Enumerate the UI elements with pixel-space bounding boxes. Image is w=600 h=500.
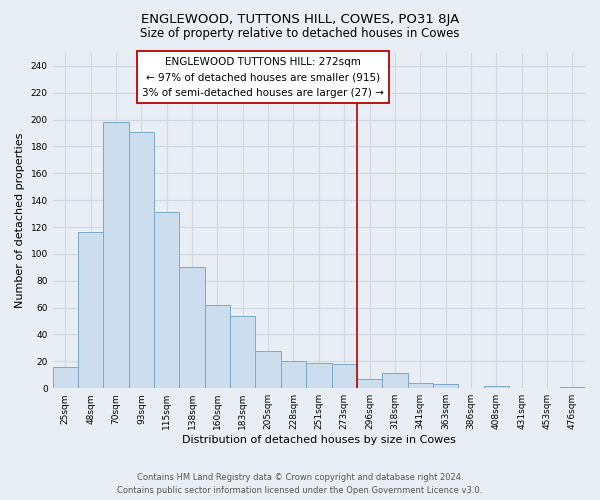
Text: Contains HM Land Registry data © Crown copyright and database right 2024.
Contai: Contains HM Land Registry data © Crown c… <box>118 474 482 495</box>
Bar <box>256 350 281 388</box>
Bar <box>484 386 509 388</box>
Bar <box>281 362 306 388</box>
Bar <box>78 232 103 388</box>
Bar <box>129 132 154 388</box>
Bar <box>433 384 458 388</box>
Bar <box>179 268 205 388</box>
Bar <box>560 387 585 388</box>
Y-axis label: Number of detached properties: Number of detached properties <box>15 132 25 308</box>
Text: Size of property relative to detached houses in Cowes: Size of property relative to detached ho… <box>140 28 460 40</box>
Bar <box>407 383 433 388</box>
Bar <box>382 374 407 388</box>
Bar <box>306 362 332 388</box>
Bar <box>53 366 78 388</box>
X-axis label: Distribution of detached houses by size in Cowes: Distribution of detached houses by size … <box>182 435 456 445</box>
Text: ENGLEWOOD TUTTONS HILL: 272sqm
← 97% of detached houses are smaller (915)
3% of : ENGLEWOOD TUTTONS HILL: 272sqm ← 97% of … <box>142 56 384 98</box>
Bar <box>103 122 129 388</box>
Bar <box>357 379 382 388</box>
Text: ENGLEWOOD, TUTTONS HILL, COWES, PO31 8JA: ENGLEWOOD, TUTTONS HILL, COWES, PO31 8JA <box>141 12 459 26</box>
Bar <box>230 316 256 388</box>
Bar <box>332 364 357 388</box>
Bar <box>154 212 179 388</box>
Bar <box>205 305 230 388</box>
